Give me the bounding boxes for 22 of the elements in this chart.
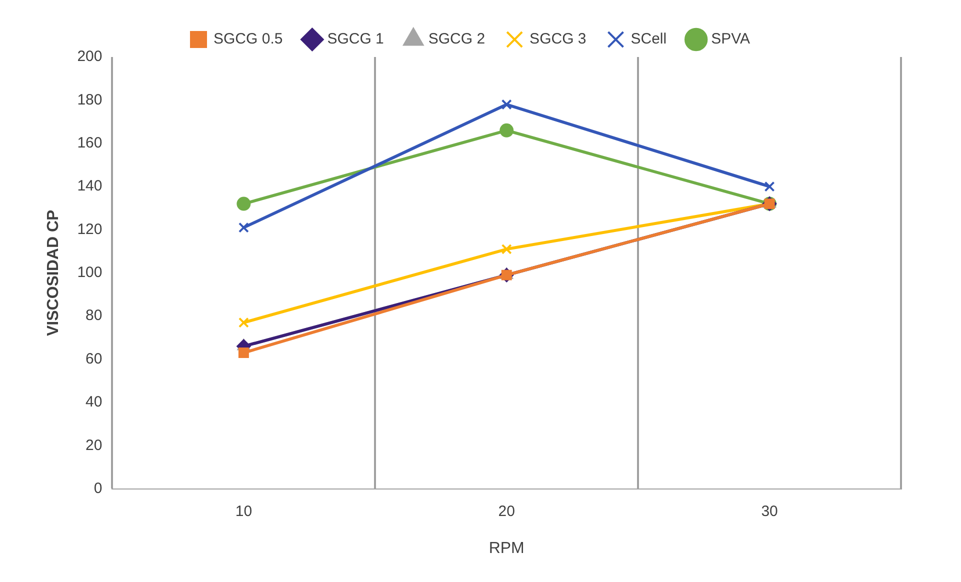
legend-label: SGCG 3: [530, 30, 586, 48]
x-tick-label: 30: [761, 502, 778, 520]
y-tick-label: 40: [86, 394, 102, 411]
y-tick-label: 200: [77, 48, 102, 66]
y-axis-title: VISCOSIDAD CP: [45, 209, 62, 336]
y-tick-label: 120: [77, 220, 102, 238]
y-tick-label: 180: [77, 91, 102, 108]
y-tick-label: 80: [86, 307, 102, 324]
legend-label: SPVA: [711, 30, 750, 48]
legend-label: SGCG 0.5: [214, 30, 283, 48]
legend-label: SGCG 1: [327, 30, 384, 48]
x-tick-label: 10: [235, 502, 252, 520]
y-tick-label: 60: [86, 350, 102, 368]
legend-label: SCell: [630, 30, 667, 48]
x-axis-title: RPM: [488, 540, 524, 557]
y-tick-label: 20: [86, 436, 102, 454]
y-tick-label: 100: [77, 264, 102, 282]
y-tick-label: 140: [77, 178, 102, 195]
legend-label: SGCG 2: [428, 30, 486, 48]
x-tick-label: 20: [498, 502, 515, 520]
y-tick-label: 0: [94, 480, 102, 497]
y-tick-label: 160: [77, 134, 102, 152]
